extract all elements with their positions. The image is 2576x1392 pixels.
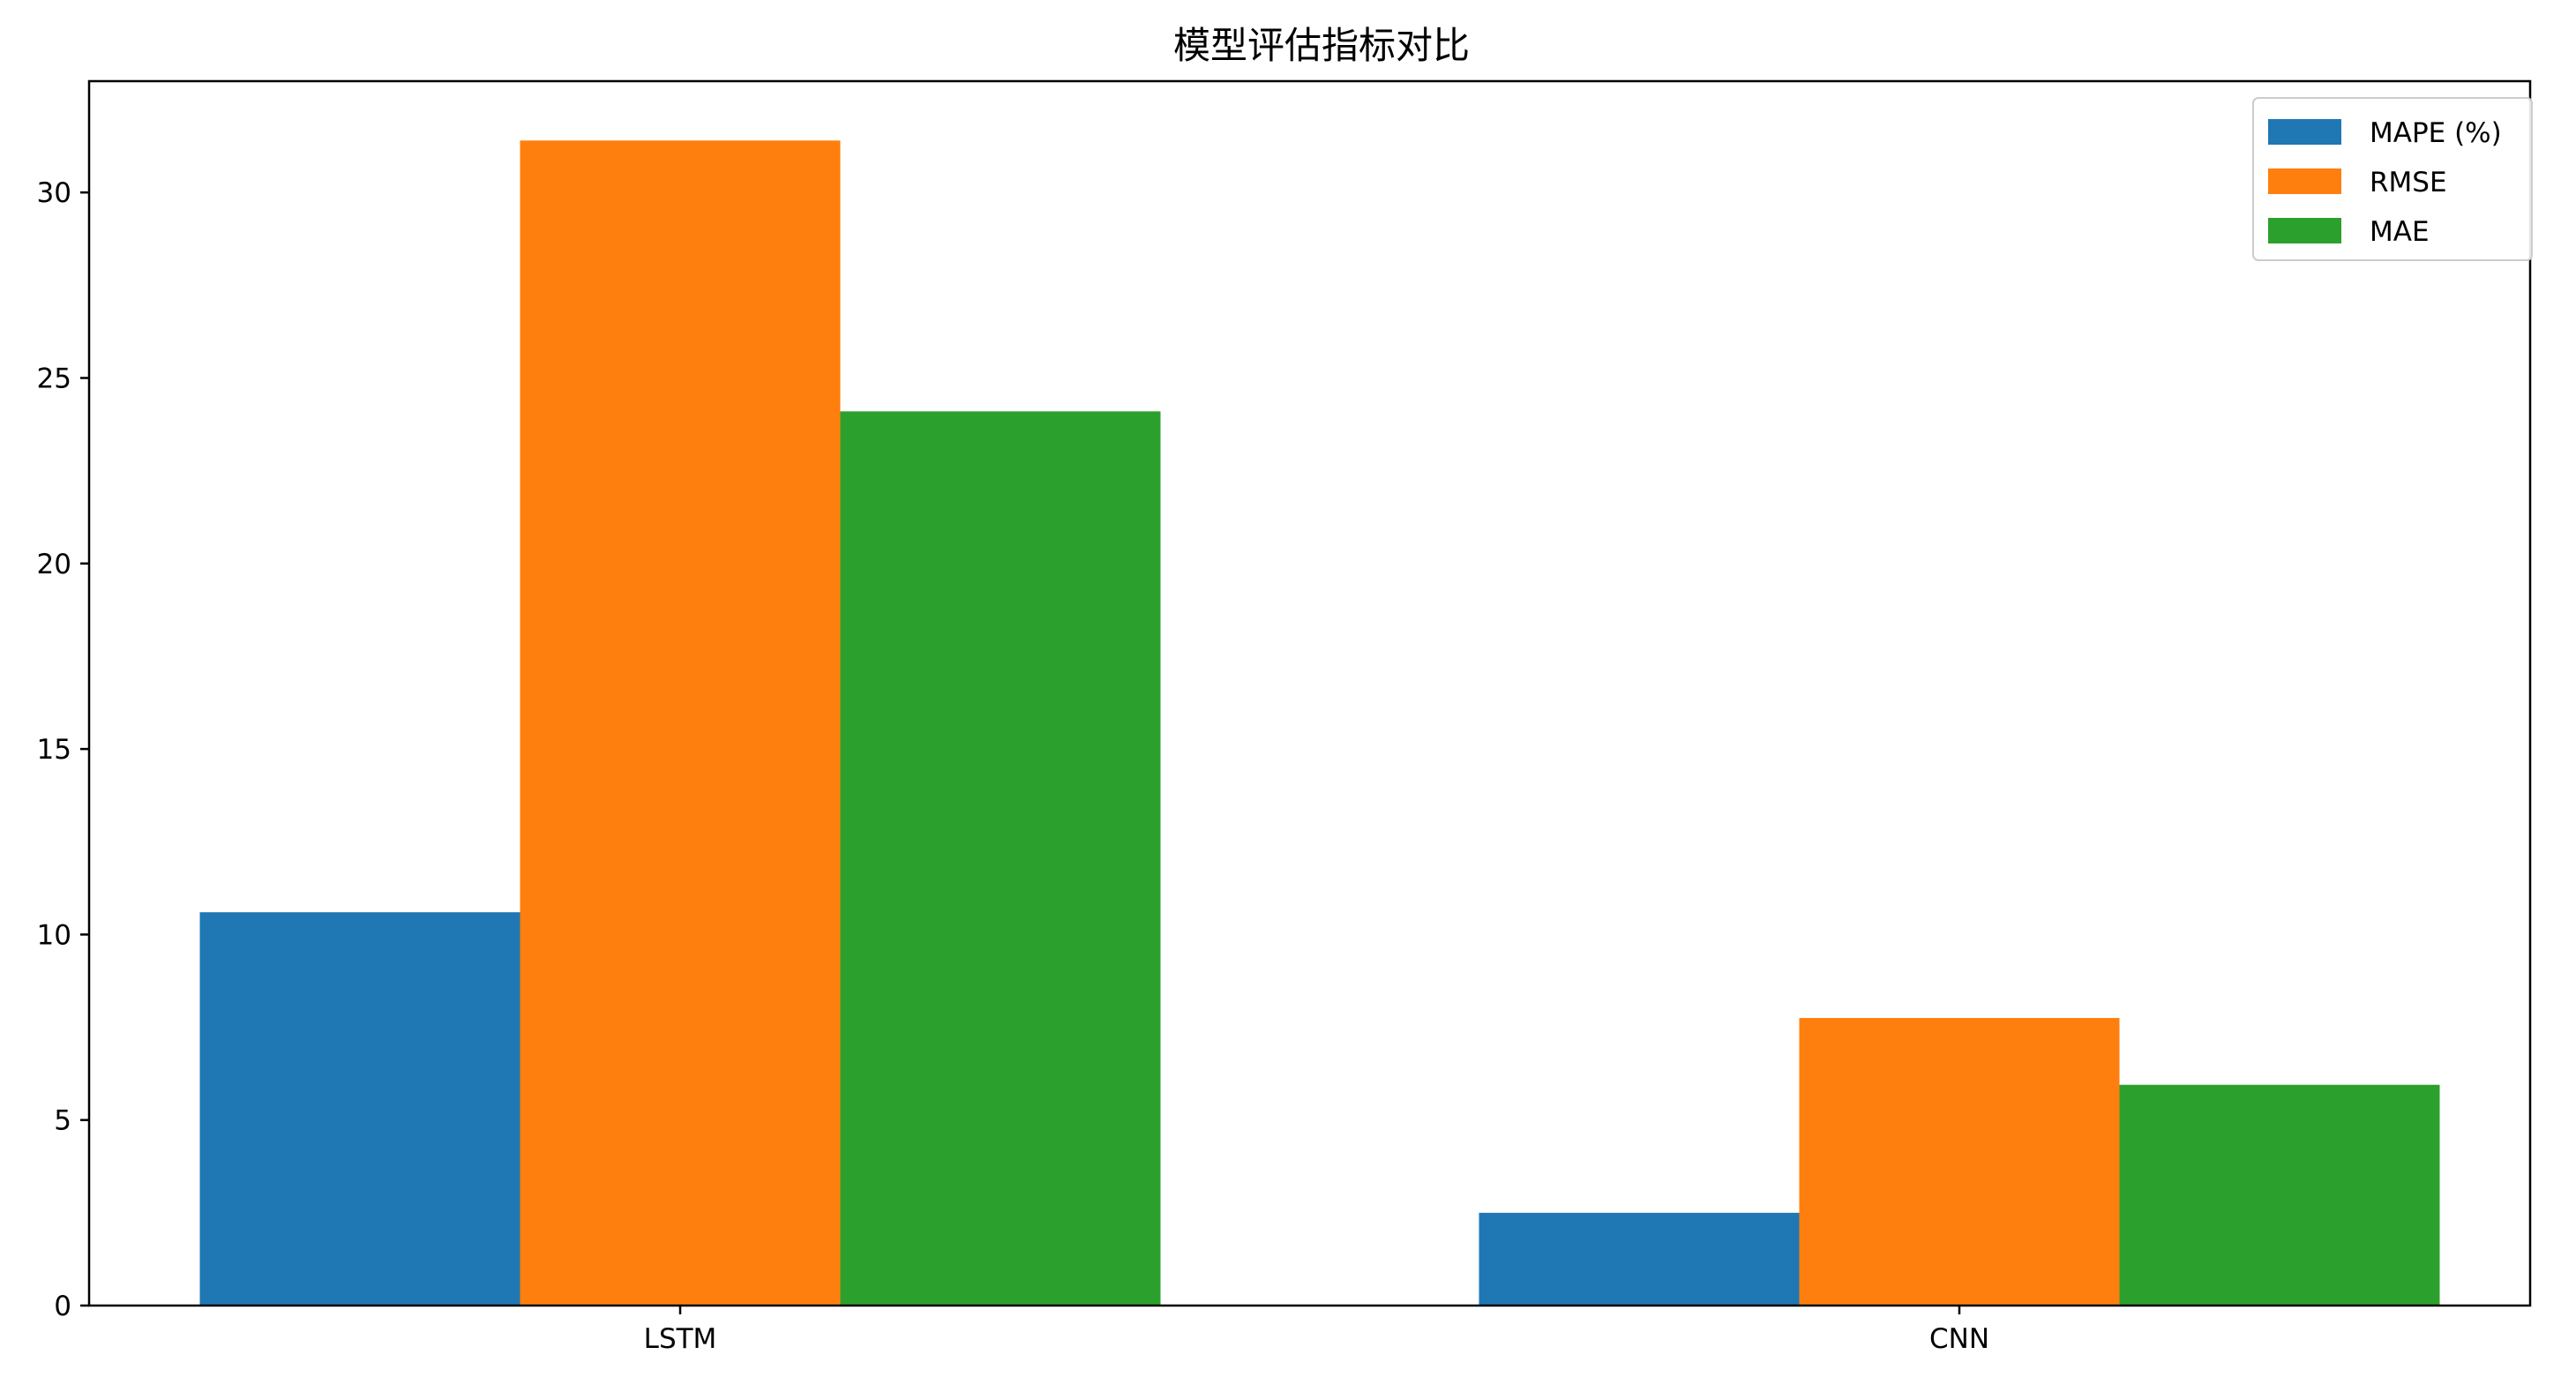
bar-cnn-mape bbox=[1479, 1212, 1800, 1306]
bar-lstm-rmse bbox=[520, 140, 841, 1306]
legend-swatch-mae bbox=[2268, 218, 2341, 243]
bar-lstm-mape bbox=[199, 912, 520, 1306]
y-tick-label-0: 0 bbox=[54, 1291, 71, 1322]
bar-cnn-rmse bbox=[1799, 1018, 2120, 1306]
legend-label-mape: MAPE (%) bbox=[2370, 117, 2502, 149]
bars-layer bbox=[199, 140, 2440, 1306]
x-tick-label-cnn: CNN bbox=[1929, 1323, 1989, 1355]
x-tick-label-lstm: LSTM bbox=[644, 1323, 717, 1355]
legend: MAPE (%) RMSE MAE bbox=[2252, 97, 2533, 261]
legend-swatch-rmse bbox=[2268, 168, 2341, 194]
legend-swatch-mape bbox=[2268, 119, 2341, 145]
y-axis: 0 5 10 15 20 25 30 bbox=[37, 177, 89, 1322]
x-axis: LSTM CNN bbox=[644, 1306, 1989, 1355]
legend-label-mae: MAE bbox=[2370, 216, 2430, 248]
legend-label-rmse: RMSE bbox=[2370, 167, 2447, 198]
y-tick-label-20: 20 bbox=[37, 549, 71, 580]
y-tick-label-25: 25 bbox=[37, 363, 71, 394]
chart-title: 模型评估指标对比 bbox=[1173, 24, 1470, 67]
y-tick-label-5: 5 bbox=[54, 1105, 71, 1137]
y-tick-label-15: 15 bbox=[37, 734, 71, 766]
bar-lstm-mae bbox=[840, 411, 1161, 1306]
y-tick-label-30: 30 bbox=[37, 177, 71, 209]
y-tick-label-10: 10 bbox=[37, 919, 71, 951]
plot-frame bbox=[87, 79, 2532, 1307]
bar-cnn-mae bbox=[2119, 1084, 2440, 1306]
